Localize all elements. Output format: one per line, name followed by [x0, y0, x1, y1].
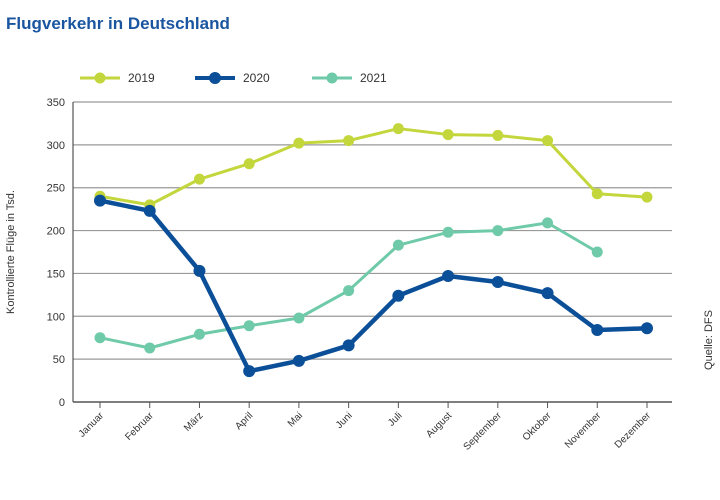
x-tick-label: November [563, 410, 604, 451]
x-tick-label: April [233, 410, 255, 432]
data-point-2019 [542, 135, 554, 147]
x-tick-label: Mai [286, 410, 305, 429]
legend-marker-2021 [326, 72, 338, 84]
x-tick-label: Oktober [521, 410, 554, 443]
data-point-2021 [591, 246, 603, 258]
y-tick-label: 250 [47, 183, 65, 195]
data-point-2021 [442, 226, 454, 238]
data-point-2021 [293, 312, 305, 324]
data-point-2021 [144, 342, 156, 354]
data-point-2020 [193, 264, 206, 277]
data-point-2020 [442, 270, 455, 282]
x-tick-label: März [182, 410, 206, 434]
data-point-2019 [591, 188, 603, 200]
data-point-2020 [392, 289, 405, 302]
data-point-2020 [342, 339, 355, 352]
legend-label-2020: 2020 [243, 71, 270, 85]
x-tick-label: Februar [123, 410, 156, 443]
data-point-2021 [94, 332, 106, 344]
data-point-2020 [641, 322, 653, 335]
data-point-2019 [293, 137, 305, 149]
y-tick-label: 300 [47, 140, 65, 152]
y-tick-label: 200 [47, 226, 65, 238]
legend-label-2021: 2021 [360, 71, 387, 85]
data-point-2020 [243, 365, 256, 378]
data-point-2019 [641, 191, 653, 203]
y-axis-label: Kontrollierte Flüge in Tsd. [5, 190, 17, 314]
data-point-2020 [591, 324, 604, 336]
legend-label-2019: 2019 [128, 71, 155, 85]
data-point-2019 [343, 135, 355, 147]
y-tick-label: 350 [47, 97, 65, 109]
data-point-2020 [94, 194, 106, 207]
data-point-2019 [193, 173, 205, 185]
data-point-2020 [541, 287, 554, 300]
x-tick-label: Dezember [613, 410, 654, 451]
x-tick-label: September [462, 410, 505, 453]
data-point-2019 [243, 158, 255, 170]
series-line-2019 [99, 127, 648, 207]
data-point-2021 [392, 239, 404, 251]
y-tick-label: 50 [53, 354, 65, 366]
data-point-2021 [193, 328, 205, 340]
data-point-2021 [243, 320, 255, 332]
x-tick-label: Januar [77, 410, 107, 440]
x-tick-label: August [424, 410, 454, 440]
data-point-2021 [542, 217, 554, 229]
data-point-2020 [292, 354, 305, 367]
chart-title: Flugverkehr in Deutschland [6, 14, 230, 33]
legend-marker-2020 [209, 72, 221, 84]
source-label: Quelle: DFS [703, 310, 715, 370]
data-point-2019 [492, 129, 504, 141]
y-tick-label: 0 [59, 397, 65, 409]
data-point-2019 [442, 129, 454, 141]
data-point-2020 [143, 204, 156, 217]
data-point-2020 [491, 276, 504, 288]
y-tick-label: 100 [47, 311, 65, 323]
x-tick-label: Juni [334, 410, 355, 431]
data-point-2021 [343, 285, 355, 297]
legend-marker-2019 [94, 72, 106, 84]
data-point-2019 [392, 123, 404, 135]
data-point-2021 [492, 225, 504, 237]
y-tick-label: 150 [47, 268, 65, 280]
series-line-2020 [99, 198, 648, 374]
x-tick-label: Juli [386, 410, 404, 428]
